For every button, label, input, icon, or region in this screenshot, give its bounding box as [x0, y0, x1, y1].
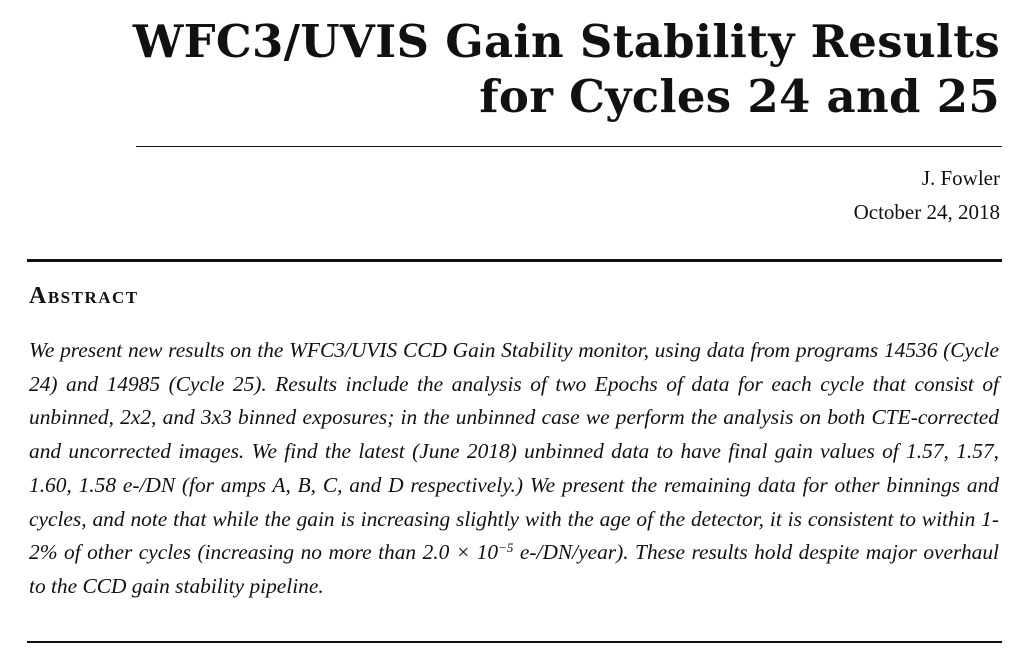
- author-name: J. Fowler: [921, 166, 1000, 190]
- abstract-exponent: −5: [498, 540, 514, 556]
- abstract-heading: Abstract: [29, 283, 139, 309]
- title-line-2: for Cycles 24 and 25: [479, 70, 1000, 123]
- abstract-bottom-rule: [27, 641, 1002, 643]
- title-divider: [136, 146, 1002, 147]
- title-line-1: WFC3/UVIS Gain Stability Results: [132, 15, 1000, 68]
- abstract-text-main: We present new results on the WFC3/UVIS …: [29, 338, 999, 565]
- abstract-text-end: e-/DN/year). These results hold despite …: [29, 540, 999, 598]
- publication-date: October 24, 2018: [853, 200, 1000, 224]
- abstract-top-rule: [27, 259, 1002, 262]
- abstract-body: We present new results on the WFC3/UVIS …: [29, 334, 999, 604]
- document-title: WFC3/UVIS Gain Stability Results for Cyc…: [20, 14, 1000, 124]
